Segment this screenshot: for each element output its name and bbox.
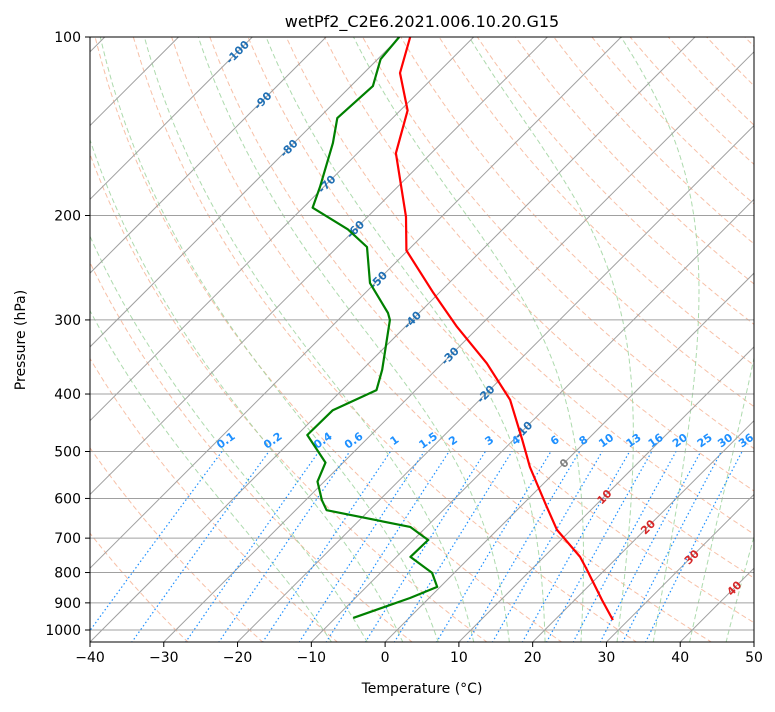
dry-adiabat — [554, 37, 775, 643]
dry-adiabat — [0, 37, 263, 643]
dry-adiabat — [707, 37, 775, 643]
mixing-ratio-line — [623, 452, 722, 643]
y-axis-label: Pressure (hPa) — [13, 290, 29, 390]
mixing-ratio-line — [263, 452, 391, 643]
mixing-ratio-label: 6 — [548, 433, 562, 448]
isotherm-label: -20 — [474, 383, 497, 406]
moist-adiabat — [690, 37, 775, 643]
isotherm-line — [532, 37, 775, 643]
dewpoint-profile-line — [307, 37, 437, 618]
dry-adiabat — [592, 37, 775, 643]
temperature-profile-line — [396, 37, 613, 620]
y-tick-label: 100 — [54, 30, 81, 46]
mixing-ratio-label: 0.2 — [261, 430, 284, 452]
chart-title: wetPf2_C2E6.2021.006.10.20.G15 — [285, 12, 559, 32]
moist-adiabat — [63, 37, 403, 643]
mixing-ratio-line — [573, 452, 676, 643]
x-tick-label: −20 — [223, 650, 253, 666]
y-tick-label: 700 — [54, 531, 81, 547]
x-tick-label: 50 — [745, 650, 763, 666]
mixing-ratio-label: 36 — [736, 431, 756, 451]
moist-adiabat — [469, 37, 633, 643]
isotherm-line — [458, 37, 775, 643]
y-tick-label: 500 — [54, 444, 81, 460]
mixing-ratio-line — [219, 452, 350, 643]
x-tick-label: 30 — [598, 650, 616, 666]
x-tick-label: 0 — [381, 650, 390, 666]
isotherm-line — [385, 37, 775, 643]
mixing-ratio-label: 8 — [577, 433, 591, 448]
moist-adiabat — [32, 37, 368, 643]
x-tick-label: 40 — [671, 650, 689, 666]
mixing-ratio-line — [326, 452, 449, 643]
mixing-ratio-label: 16 — [646, 431, 666, 451]
moist-adiabat — [4, 37, 332, 643]
isotherm-label: -90 — [251, 89, 274, 112]
mixing-ratio-label: 3 — [482, 433, 496, 448]
isotherm-line — [0, 37, 326, 643]
y-tick-label: 800 — [54, 566, 81, 582]
dry-adiabat — [668, 37, 775, 643]
isotherm-line — [0, 37, 252, 643]
y-tick-label: 600 — [54, 491, 81, 507]
moist-adiabat — [726, 37, 775, 643]
x-tick-label: −10 — [297, 650, 327, 666]
plot-frame — [90, 37, 754, 642]
dry-adiabat — [133, 37, 637, 643]
dry-adiabat — [57, 37, 488, 643]
x-tick-label: −40 — [75, 650, 105, 666]
mixing-ratio-label: 10 — [596, 431, 616, 451]
x-tick-label: 10 — [450, 650, 468, 666]
isotherm-line — [0, 37, 400, 643]
y-tick-label: 300 — [54, 313, 81, 329]
mixing-ratio-label: 13 — [624, 431, 644, 450]
x-axis-label: Temperature (°C) — [361, 681, 483, 697]
y-tick-label: 200 — [54, 209, 81, 225]
mixing-ratio-label: 0.1 — [214, 430, 237, 452]
dry-adiabat — [630, 37, 775, 643]
y-tick-label: 900 — [54, 596, 81, 612]
mixing-ratio-line — [81, 452, 222, 643]
isotherm-line — [89, 37, 695, 643]
mixing-ratio-line — [436, 452, 551, 643]
y-tick-label: 1000 — [45, 623, 81, 639]
dry-adiabat — [19, 37, 413, 643]
mixing-ratio-label: 1.5 — [417, 430, 440, 452]
isotherm-label: -100 — [223, 38, 252, 67]
dry-adiabat — [172, 37, 713, 643]
mixing-ratio-label: 0.6 — [342, 430, 366, 452]
dry-adiabat — [0, 37, 338, 643]
dry-adiabat — [363, 37, 775, 643]
isotherm-line — [753, 37, 775, 643]
isotherm-line — [163, 37, 769, 643]
x-tick-label: 20 — [524, 650, 542, 666]
dry-adiabat — [745, 37, 775, 643]
mixing-ratio-label: 2 — [446, 433, 460, 448]
y-tick-label: 400 — [54, 387, 81, 403]
x-tick-label: −30 — [149, 650, 179, 666]
mixing-ratio-label: 25 — [695, 431, 715, 450]
isotherm-line — [311, 37, 775, 643]
mixing-ratio-line — [600, 452, 701, 643]
